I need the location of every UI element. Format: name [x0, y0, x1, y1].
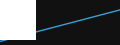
FancyBboxPatch shape: [0, 0, 36, 40]
